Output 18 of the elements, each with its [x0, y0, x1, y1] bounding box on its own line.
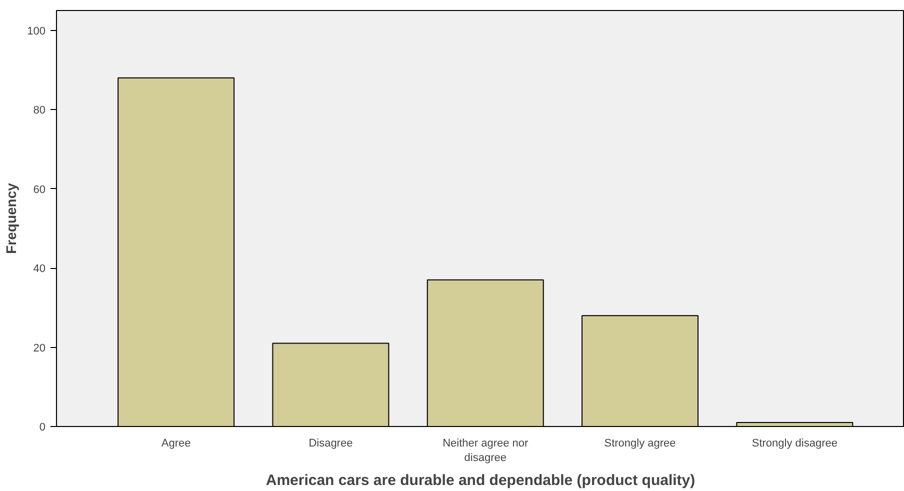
y-tick-label: 0	[39, 422, 46, 434]
y-tick-label: 80	[33, 104, 46, 117]
bar	[736, 422, 854, 426]
x-tick-label: Disagree	[308, 438, 353, 450]
bar	[426, 279, 544, 426]
y-tick-label: 40	[33, 263, 46, 276]
x-axis-title: American cars are durable and dependable (product quality)	[266, 472, 696, 489]
y-tick-label: 100	[27, 25, 46, 38]
bar	[582, 315, 699, 426]
x-tick-label: Agree	[161, 438, 191, 450]
y-axis-title: Frequency	[3, 182, 20, 254]
bar	[272, 342, 390, 426]
bar	[118, 77, 235, 426]
y-tick-label: 60	[33, 184, 46, 196]
x-tick-label: Strongly agree	[604, 438, 676, 450]
x-tick-label: Neither agree nor disagree	[442, 438, 529, 464]
y-tick-label: 20	[33, 342, 46, 354]
x-tick-label: Strongly disagree	[752, 438, 838, 450]
